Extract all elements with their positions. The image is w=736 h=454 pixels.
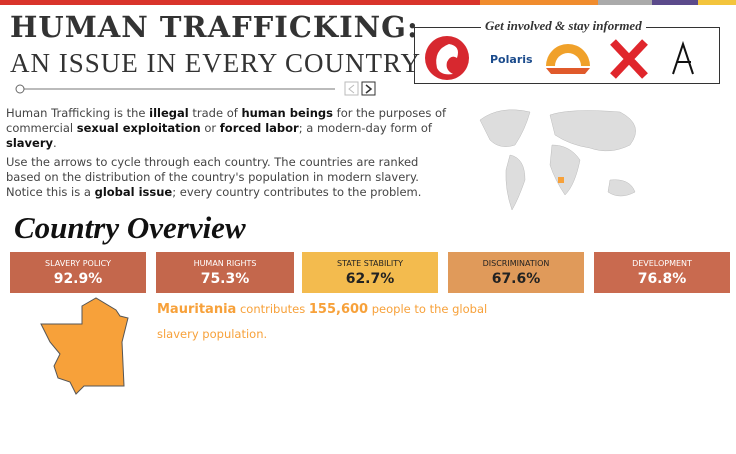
logo[interactable] [672, 40, 694, 75]
metric-card: SLAVERY POLICY 92.9% [10, 252, 146, 293]
stripe [480, 0, 598, 5]
partners-title: Get involved & stay informed [481, 18, 646, 34]
stripe [652, 0, 698, 5]
metric-label: DISCRIMINATION [482, 259, 550, 268]
emphasis: human beings [241, 106, 333, 120]
world-map[interactable] [470, 100, 650, 230]
stripe [598, 0, 652, 5]
metric-label: HUMAN RIGHTS [193, 259, 257, 268]
intro-paragraph: Human Trafficking is the illegal trade o… [6, 106, 456, 151]
text-run: . [53, 136, 57, 150]
logo-shape [546, 68, 590, 74]
metric-value: 75.3% [200, 271, 250, 287]
partners-box: Get involved & stay informed Polaris A21 [414, 18, 720, 84]
intro-paragraph: Use the arrows to cycle through each cou… [6, 155, 456, 200]
arrow [365, 84, 373, 94]
emphasis: slavery [6, 136, 54, 150]
text-run: people to the global slavery population. [157, 302, 488, 341]
logo-shape [436, 44, 458, 75]
metric-label: STATE STABILITY [337, 259, 403, 268]
emphasis: Mauritania [157, 302, 237, 317]
metric-card: DEVELOPMENT 76.8% [594, 252, 730, 293]
emphasis: sexual exploitation [76, 121, 201, 135]
title: HUMAN TRAFFICKING: [10, 10, 419, 44]
emphasis: illegal [149, 106, 189, 120]
text-run: contributes [236, 302, 309, 316]
metric-value: 76.8% [637, 271, 687, 287]
prev-button[interactable] [344, 81, 359, 96]
emphasis: global issue [94, 185, 173, 199]
arrow [348, 84, 355, 94]
text-run: or [200, 121, 220, 135]
emphasis: 155,600 [308, 302, 369, 317]
subtitle: AN ISSUE IN EVERY COUNTRY [10, 48, 422, 78]
logos: Polaris A21 [425, 36, 694, 80]
mauritania [40, 297, 129, 395]
metric-card: DISCRIMINATION 67.6% [448, 252, 584, 293]
text-run: for the purposes of commercial [6, 106, 447, 135]
slider-handle[interactable] [15, 84, 25, 94]
section-title: Country Overview [14, 210, 246, 245]
logo[interactable] [610, 39, 648, 79]
emphasis: forced labor [219, 121, 299, 135]
text-run: Use the arrows to cycle through each cou… [6, 155, 419, 199]
stripe [698, 0, 736, 5]
stripe [0, 0, 480, 5]
metric-value: 67.6% [491, 271, 541, 287]
next-button[interactable] [361, 81, 376, 96]
metric-value: 92.9% [53, 271, 103, 287]
country-highlight [558, 177, 564, 183]
text-run: ; every country contributes to the probl… [172, 185, 422, 199]
summary: Mauritania contributes 155,600 people to… [157, 297, 497, 346]
slider [15, 81, 376, 96]
text-run: Human Trafficking is the [6, 106, 150, 120]
metric-label: SLAVERY POLICY [45, 259, 111, 268]
text-run: ; a modern-day form of [298, 121, 432, 135]
metric-card: STATE STABILITY 62.7% [302, 252, 438, 293]
metric-card: HUMAN RIGHTS 75.3% [156, 252, 294, 293]
country-shape [40, 297, 129, 395]
metric-value: 62.7% [345, 271, 395, 287]
logo[interactable]: Polaris [490, 53, 533, 66]
logo-shape [555, 53, 581, 66]
metric-label: DEVELOPMENT [632, 259, 692, 268]
text-run: trade of [188, 106, 242, 120]
